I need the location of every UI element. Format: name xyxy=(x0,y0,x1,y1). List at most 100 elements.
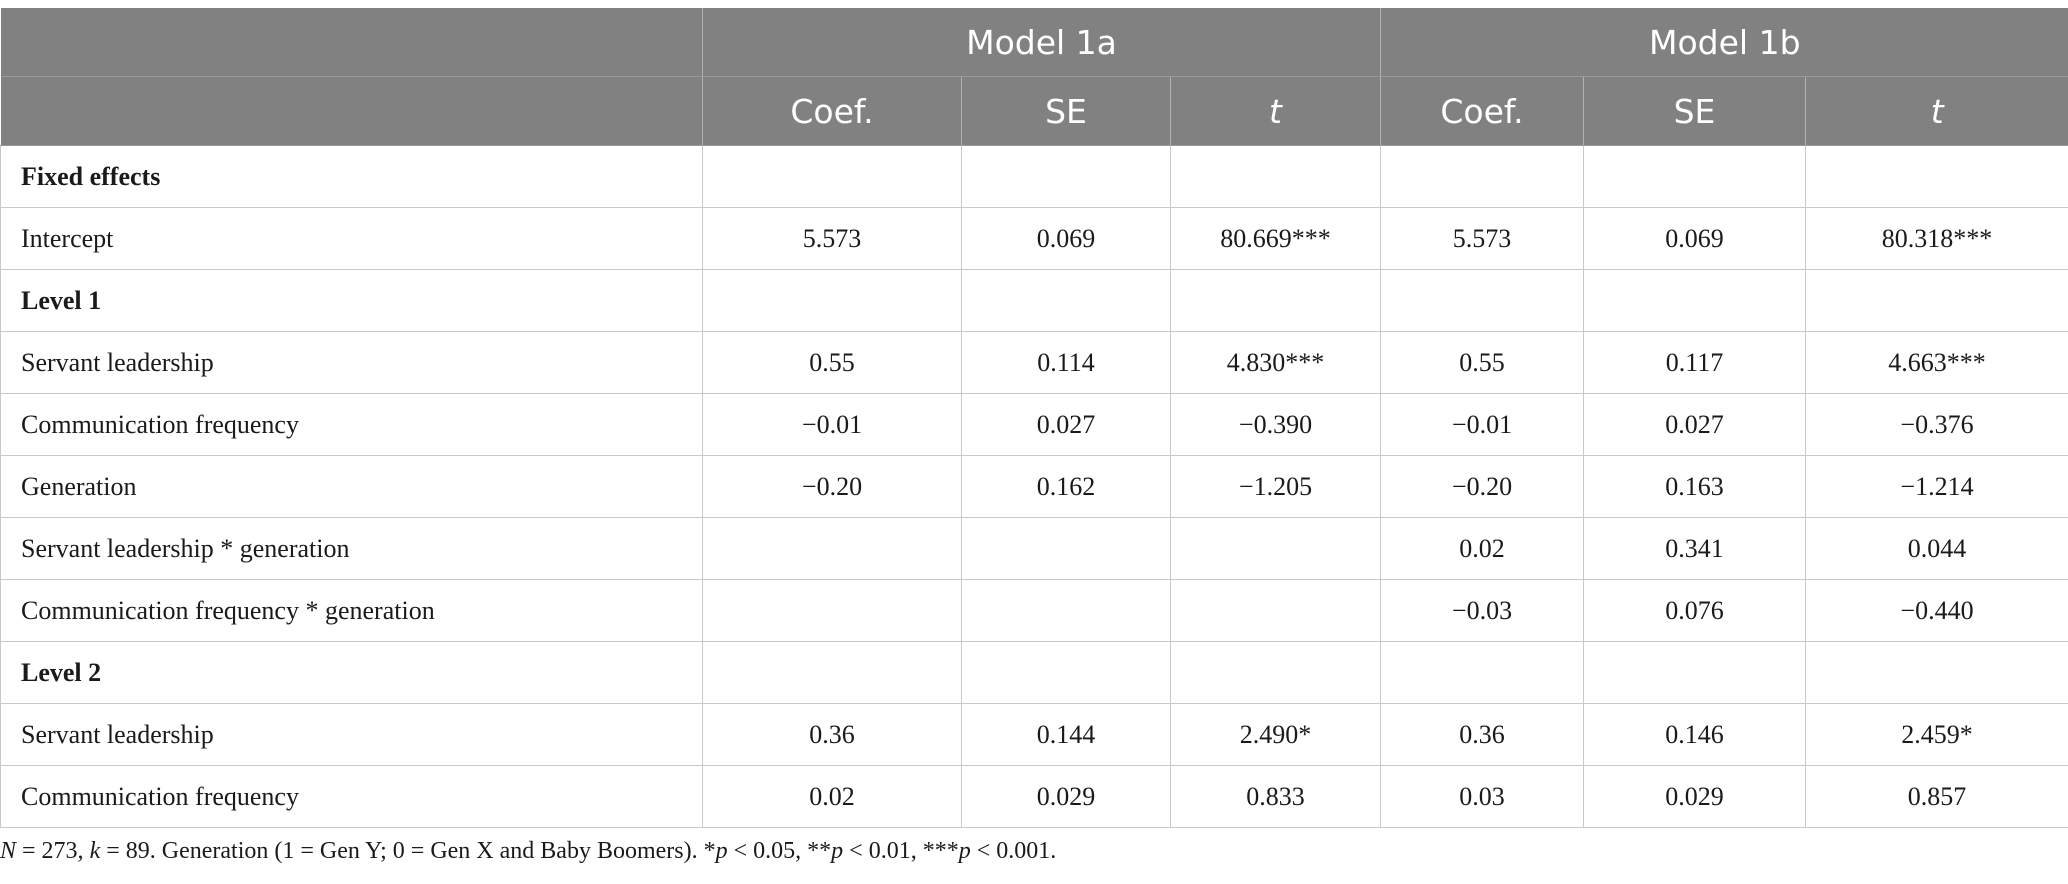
se-header: SE xyxy=(961,76,1171,146)
se-cell: 0.069 xyxy=(961,207,1171,270)
coef-cell: 0.55 xyxy=(1380,331,1584,394)
header-blank xyxy=(0,8,703,77)
table-row: Servant leadership 0.36 0.144 2.490* 0.36 0.1… xyxy=(0,703,2068,766)
se-cell xyxy=(961,145,1171,208)
table-row: Servant leadership 0.55 0.114 4.830*** 0.55 0… xyxy=(0,331,2068,394)
table-body: Fixed effects Intercept 5.573 0.069 80.669**… xyxy=(0,145,2068,828)
se-cell: 0.027 xyxy=(961,393,1171,456)
section-row: Level 2 xyxy=(0,641,2068,704)
note-p-symbol: p xyxy=(831,838,844,864)
t-cell xyxy=(1805,641,2068,704)
t-cell: −0.376 xyxy=(1805,393,2068,456)
t-cell: 0.857 xyxy=(1805,765,2068,828)
table-row: Communication frequency * generation −0.0… xyxy=(0,579,2068,642)
table-footnote: N = 273, k = 89. Generation (1 = Gen Y; … xyxy=(0,838,1056,865)
se-cell: 0.341 xyxy=(1583,517,1806,580)
row-label: Communication frequency xyxy=(0,393,703,456)
note-text: = 273, xyxy=(16,838,90,864)
row-label: Servant leadership * generation xyxy=(0,517,703,580)
table-row: Communication frequency 0.02 0.029 0.833 0.0… xyxy=(0,765,2068,828)
t-cell: −1.205 xyxy=(1169,455,1381,518)
coef-cell: 0.02 xyxy=(1380,517,1584,580)
table-row: Servant leadership * generation 0.02 0.341… xyxy=(0,517,2068,580)
se-header: SE xyxy=(1583,76,1806,146)
se-cell xyxy=(961,269,1171,332)
se-cell: 0.076 xyxy=(1583,579,1806,642)
se-cell: 0.163 xyxy=(1583,455,1806,518)
row-label: Communication frequency xyxy=(0,765,703,828)
coef-cell xyxy=(1380,269,1584,332)
coef-cell: −0.01 xyxy=(702,393,962,456)
t-cell xyxy=(1805,145,2068,208)
note-p-symbol: p xyxy=(715,838,728,864)
coef-cell xyxy=(1380,145,1584,208)
row-label: Intercept xyxy=(0,207,703,270)
section-label: Fixed effects xyxy=(0,145,703,208)
section-label: Level 1 xyxy=(0,269,703,332)
coef-cell: 5.573 xyxy=(702,207,962,270)
coef-cell: −0.01 xyxy=(1380,393,1584,456)
t-cell xyxy=(1169,517,1381,580)
coef-cell: −0.20 xyxy=(702,455,962,518)
t-cell xyxy=(1169,145,1381,208)
coef-cell xyxy=(702,641,962,704)
t-cell: 4.663*** xyxy=(1805,331,2068,394)
t-cell xyxy=(1169,579,1381,642)
table-row: Intercept 5.573 0.069 80.669*** 5.573 0.069 80… xyxy=(0,207,2068,270)
row-label: Communication frequency * generation xyxy=(0,579,703,642)
note-k-symbol: k xyxy=(89,838,101,864)
t-cell: 0.833 xyxy=(1169,765,1381,828)
t-cell: 4.830*** xyxy=(1169,331,1381,394)
note-text: < 0.001. xyxy=(970,838,1057,864)
coef-header: Coef. xyxy=(1380,76,1584,146)
section-label: Level 2 xyxy=(0,641,703,704)
coef-cell: 5.573 xyxy=(1380,207,1584,270)
row-label: Generation xyxy=(0,455,703,518)
se-cell xyxy=(1583,269,1806,332)
coef-cell xyxy=(702,269,962,332)
se-cell xyxy=(961,641,1171,704)
t-cell: 2.459* xyxy=(1805,703,2068,766)
section-row: Level 1 xyxy=(0,269,2068,332)
coef-cell xyxy=(702,145,962,208)
t-header: t xyxy=(1169,76,1381,146)
note-text: < 0.05, ** xyxy=(727,838,832,864)
se-cell xyxy=(961,579,1171,642)
row-label: Servant leadership xyxy=(0,331,703,394)
se-cell: 0.117 xyxy=(1583,331,1806,394)
coef-cell xyxy=(702,517,962,580)
t-header: t xyxy=(1805,76,2068,146)
t-cell: 80.318*** xyxy=(1805,207,2068,270)
se-cell: 0.162 xyxy=(961,455,1171,518)
se-cell: 0.069 xyxy=(1583,207,1806,270)
se-cell xyxy=(961,517,1171,580)
se-cell: 0.146 xyxy=(1583,703,1806,766)
t-cell: −0.390 xyxy=(1169,393,1381,456)
t-cell: 2.490* xyxy=(1169,703,1381,766)
se-cell xyxy=(1583,641,1806,704)
coef-cell: 0.36 xyxy=(1380,703,1584,766)
coef-cell: 0.36 xyxy=(702,703,962,766)
t-cell xyxy=(1169,641,1381,704)
table-row: Generation −0.20 0.162 −1.205 −0.20 0.163 −1.2… xyxy=(0,455,2068,518)
coef-cell: 0.03 xyxy=(1380,765,1584,828)
model-header-row: Model 1a Model 1b xyxy=(0,8,2068,77)
coef-cell: 0.55 xyxy=(702,331,962,394)
t-cell xyxy=(1169,269,1381,332)
se-cell: 0.029 xyxy=(1583,765,1806,828)
coef-header: Coef. xyxy=(702,76,962,146)
coef-cell: −0.20 xyxy=(1380,455,1584,518)
regression-table: Model 1a Model 1b Coef. SE t Coef. SE t … xyxy=(0,8,2068,828)
note-text: < 0.01, *** xyxy=(843,838,959,864)
note-text: = 89. Generation (1 = Gen Y; 0 = Gen X a… xyxy=(100,838,716,864)
se-cell: 0.029 xyxy=(961,765,1171,828)
se-cell xyxy=(1583,145,1806,208)
se-cell: 0.144 xyxy=(961,703,1171,766)
section-row: Fixed effects xyxy=(0,145,2068,208)
t-cell: −0.440 xyxy=(1805,579,2068,642)
note-p-symbol: p xyxy=(958,838,971,864)
coef-cell xyxy=(1380,641,1584,704)
header-blank xyxy=(0,76,703,146)
t-cell xyxy=(1805,269,2068,332)
table-row: Communication frequency −0.01 0.027 −0.390−… xyxy=(0,393,2068,456)
